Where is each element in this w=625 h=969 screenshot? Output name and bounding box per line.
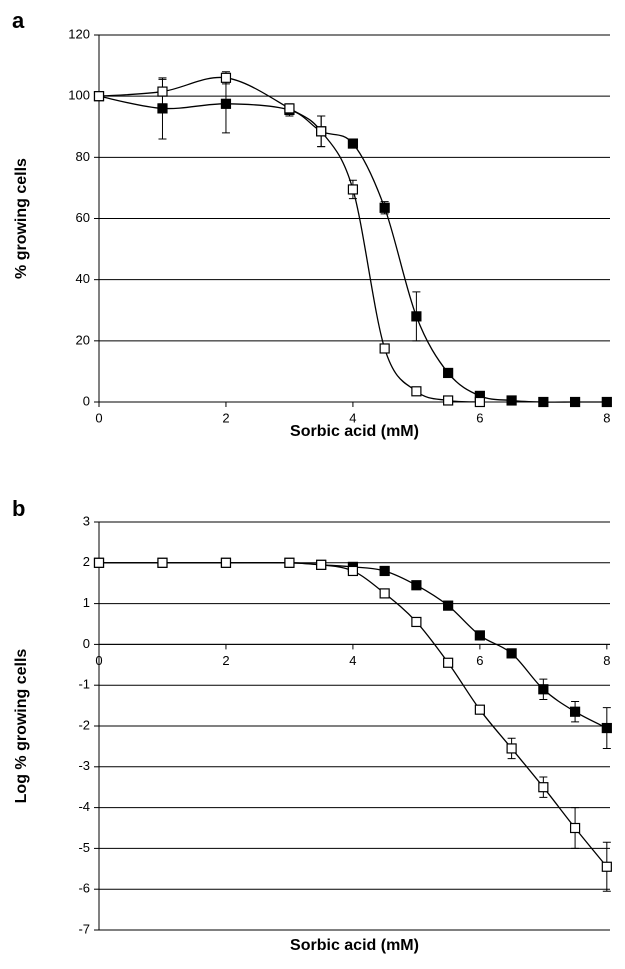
data-point — [157, 86, 168, 97]
data-point — [379, 202, 390, 213]
data-point — [601, 861, 612, 872]
y-tick-label: 40 — [76, 271, 90, 286]
x-tick-label: 4 — [349, 410, 356, 425]
x-tick-label: 0 — [95, 410, 102, 425]
y-tick-label: 2 — [83, 554, 90, 569]
data-point — [443, 367, 454, 379]
data-point — [379, 588, 390, 599]
data-point — [157, 103, 168, 114]
data-point — [474, 704, 485, 715]
data-point — [284, 557, 295, 568]
x-tick-label: 8 — [603, 410, 610, 425]
y-tick-label: -6 — [78, 881, 90, 896]
y-axis-title: Log % growing cells — [13, 649, 30, 804]
y-tick-label: 0 — [83, 636, 90, 651]
data-point — [347, 138, 359, 149]
data-point — [316, 559, 327, 570]
x-tick-label: 4 — [349, 653, 356, 668]
y-tick-label: -3 — [78, 758, 90, 773]
data-point — [569, 396, 581, 408]
y-tick-label: 80 — [76, 149, 90, 164]
data-point — [411, 580, 422, 591]
data-point — [569, 706, 581, 717]
y-tick-label: -2 — [78, 717, 90, 732]
x-tick-label: 6 — [476, 653, 483, 668]
y-axis-title: % growing cells — [13, 158, 30, 279]
data-point — [506, 648, 517, 659]
data-point — [601, 396, 612, 408]
data-point — [538, 684, 549, 695]
y-tick-label: 60 — [76, 210, 90, 225]
data-point — [379, 343, 390, 354]
data-point — [347, 565, 359, 577]
data-point — [379, 565, 390, 577]
y-tick-label: -7 — [78, 921, 90, 936]
data-point — [93, 557, 105, 568]
y-tick-label: 120 — [68, 26, 90, 41]
data-point — [316, 126, 327, 137]
y-tick-label: 20 — [76, 332, 90, 347]
data-point — [347, 184, 359, 195]
data-point — [443, 395, 454, 406]
data-point — [157, 557, 168, 568]
x-tick-label: 0 — [95, 653, 102, 668]
x-axis-title: Sorbic acid (mM) — [290, 423, 419, 440]
data-point — [411, 616, 422, 628]
series-line — [99, 562, 608, 868]
y-tick-label: 1 — [83, 595, 90, 610]
y-tick-label: -1 — [78, 677, 90, 692]
y-tick-label: -5 — [78, 840, 90, 855]
y-tick-label: -4 — [78, 799, 90, 814]
x-tick-label: 8 — [603, 653, 610, 668]
data-point — [443, 657, 454, 668]
data-point — [474, 630, 485, 641]
data-point — [474, 396, 485, 408]
data-point — [220, 98, 232, 109]
panel-label: a — [12, 8, 25, 33]
x-tick-label: 2 — [222, 653, 229, 668]
panel-label: b — [12, 496, 25, 521]
data-point — [443, 600, 454, 611]
y-tick-label: 100 — [68, 88, 90, 103]
x-axis-title: Sorbic acid (mM) — [290, 937, 419, 954]
data-point — [569, 822, 581, 834]
y-tick-label: 3 — [83, 513, 90, 528]
y-tick-label: 0 — [83, 393, 90, 408]
data-point — [538, 782, 549, 793]
data-point — [411, 386, 422, 397]
data-point — [93, 91, 105, 102]
x-tick-label: 2 — [222, 410, 229, 425]
data-point — [601, 722, 612, 734]
data-point — [284, 103, 295, 114]
data-point — [538, 396, 549, 408]
data-point — [220, 72, 232, 83]
data-point — [506, 743, 517, 754]
x-tick-label: 6 — [476, 410, 483, 425]
data-point — [411, 311, 422, 322]
data-point — [506, 395, 517, 406]
data-point — [220, 557, 232, 568]
series-line — [98, 76, 480, 403]
